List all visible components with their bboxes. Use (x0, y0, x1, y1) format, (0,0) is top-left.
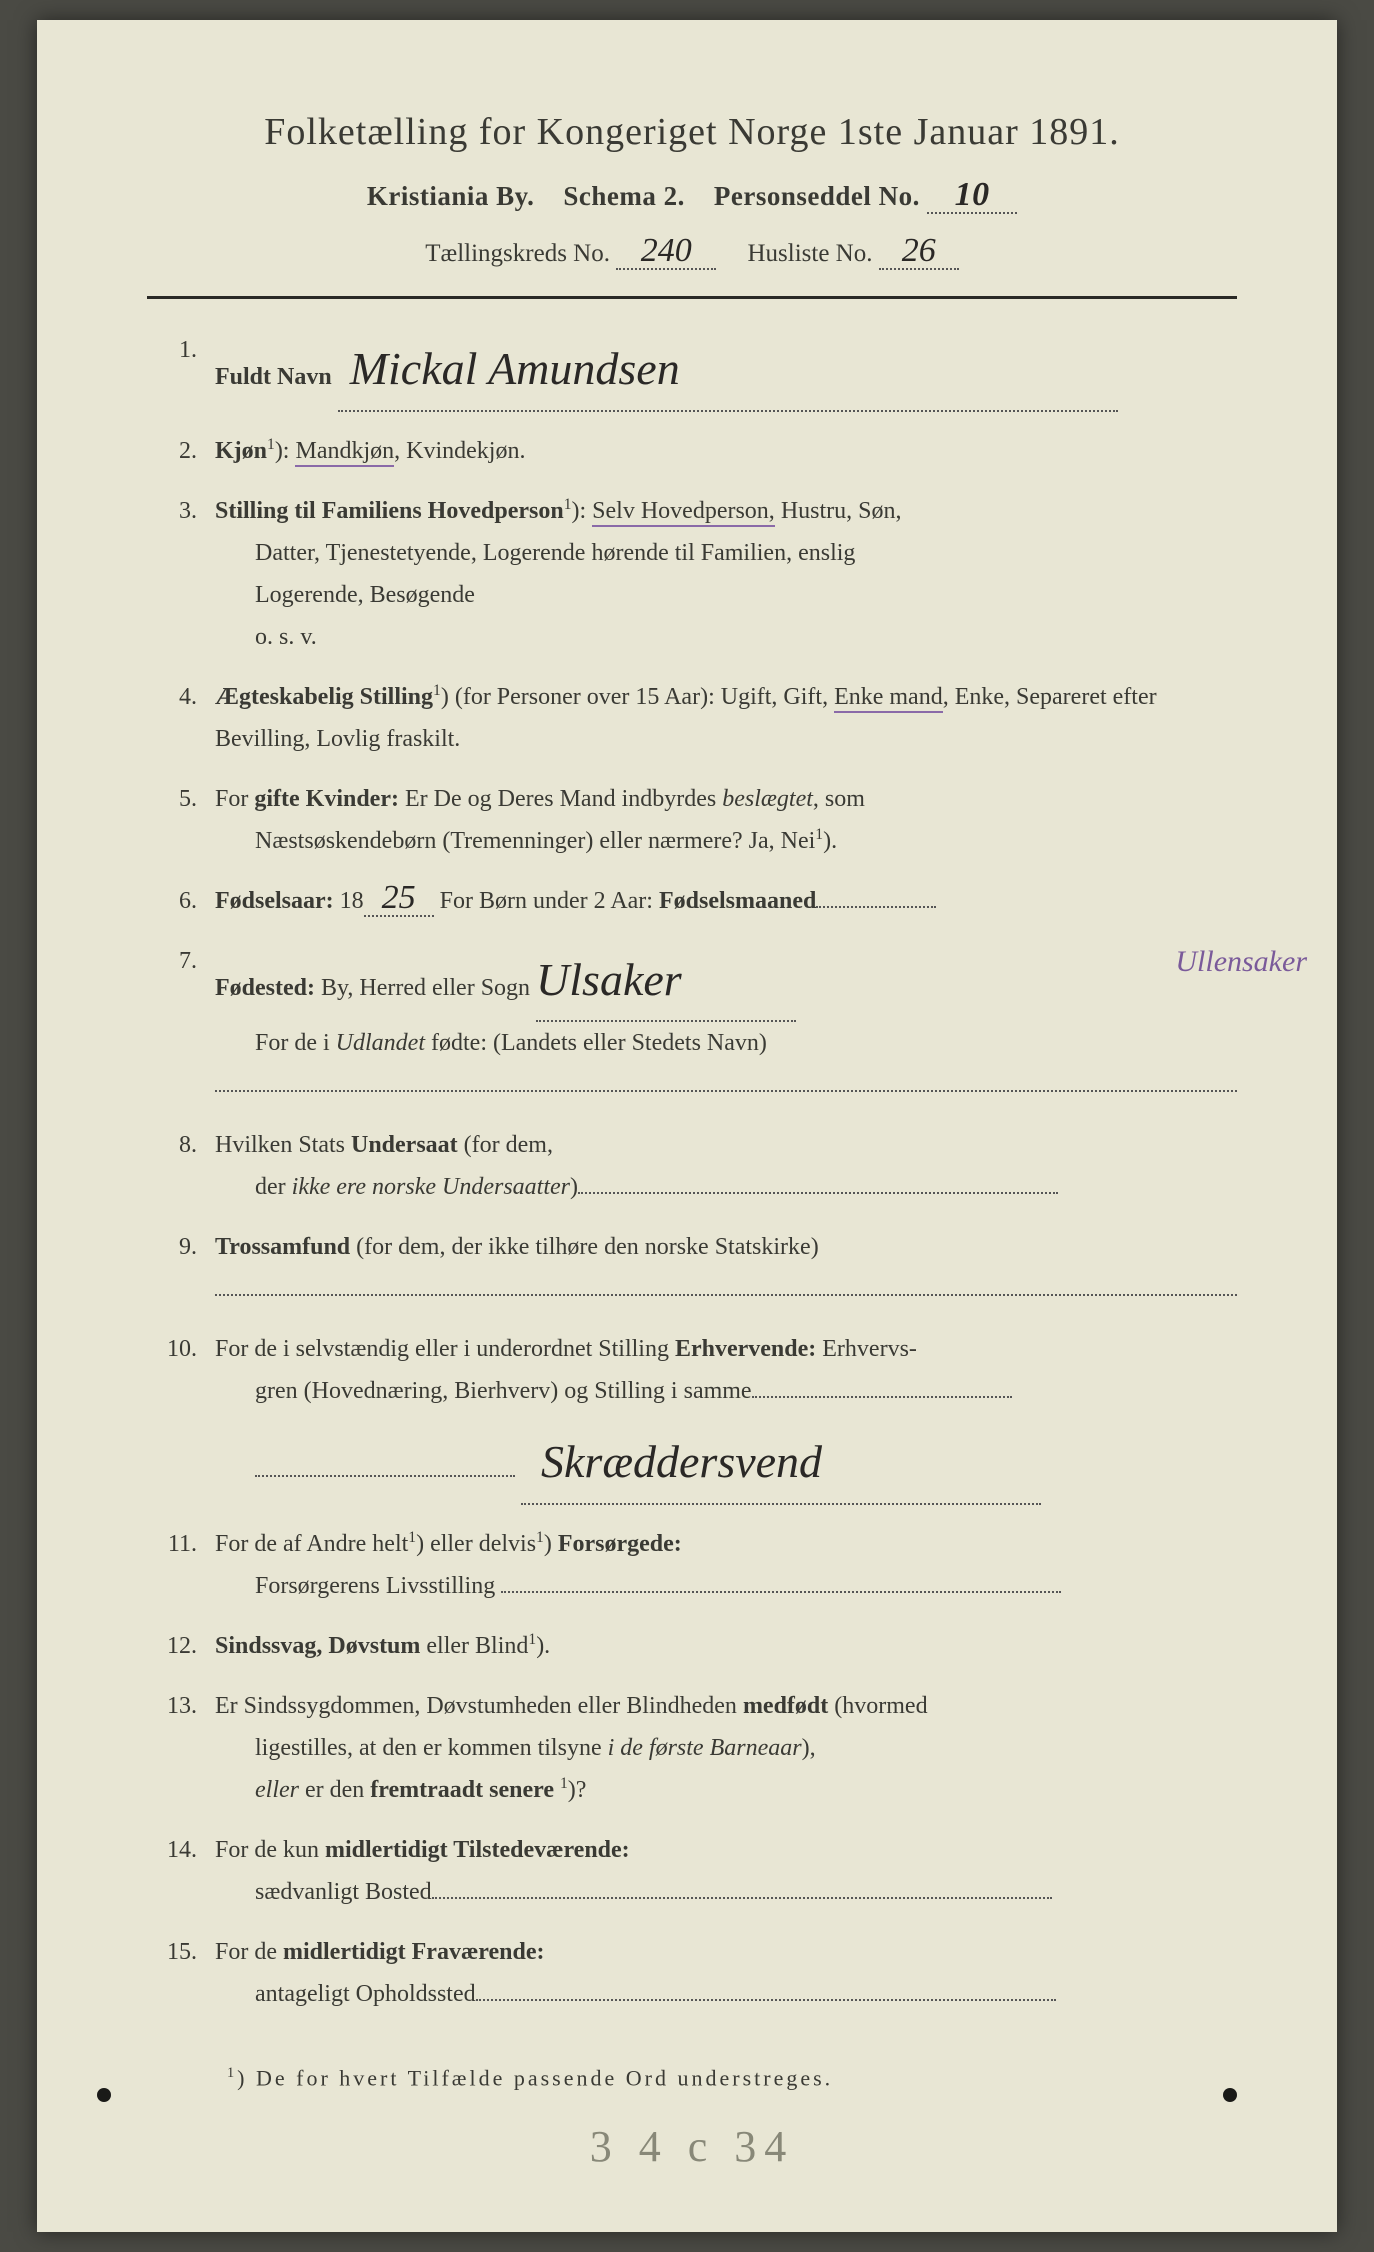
field-birthyear: 6. Fødselsaar: 1825 For Børn under 2 Aar… (155, 880, 1237, 922)
field-congenital: 13. Er Sindssygdommen, Døvstumheden elle… (155, 1685, 1237, 1811)
relation-line2: Datter, Tjenestetyende, Logerende hørend… (215, 532, 1237, 574)
sex-label: Kjøn (215, 438, 267, 464)
religion-label: Trossamfund (215, 1234, 350, 1260)
husliste-label: Husliste No. (747, 240, 872, 267)
field-num: 10. (155, 1328, 215, 1505)
birthplace-label: Fødested: (215, 975, 315, 1001)
field-num: 8. (155, 1124, 215, 1208)
field-num: 1. (155, 329, 215, 412)
city-label: Kristiania By. (367, 181, 535, 211)
sex-female: Kvindekjøn. (406, 438, 525, 464)
field-related: 5. For gifte Kvinder: Er De og Deres Man… (155, 778, 1237, 862)
birthyear-label: Fødselsaar: (215, 888, 334, 914)
field-num: 11. (155, 1523, 215, 1607)
field-num: 5. (155, 778, 215, 862)
field-temp-absent: 15. For de midlertidigt Fraværende: anta… (155, 1931, 1237, 2015)
schema-label: Schema 2. (563, 181, 685, 211)
tallingskreds-value: 240 (616, 234, 716, 270)
husliste-value: 26 (879, 234, 959, 270)
field-religion: 9. Trossamfund (for dem, der ikke tilhør… (155, 1226, 1237, 1310)
field-name: 1. Fuldt Navn Mickal Amundsen (155, 329, 1237, 412)
field-sex: 2. Kjøn1): Mandkjøn, Kvindekjøn. (155, 430, 1237, 472)
tallingskreds-label: Tællingskreds No. (425, 240, 610, 267)
ink-spot-icon (1223, 2088, 1237, 2102)
marital-selected: Enke mand (834, 684, 943, 713)
form-subtitle: Kristiania By. Schema 2. Personseddel No… (147, 178, 1237, 214)
field-num: 6. (155, 880, 215, 922)
form-title: Folketælling for Kongeriget Norge 1ste J… (147, 110, 1237, 154)
marital-label: Ægteskabelig Stilling (215, 684, 433, 710)
field-occupation: 10. For de i selvstændig eller i underor… (155, 1328, 1237, 1505)
field-num: 4. (155, 676, 215, 760)
field-marital: 4. Ægteskabelig Stilling1) (for Personer… (155, 676, 1237, 760)
field-num: 7. (155, 940, 215, 1107)
occupation-value: Skræddersvend (521, 1422, 1041, 1505)
name-value: Mickal Amundsen (338, 329, 1118, 412)
footnote-text: ) De for hvert Tilfælde passende Ord und… (237, 2065, 833, 2090)
field-temp-present: 14. For de kun midlertidigt Tilstedevære… (155, 1829, 1237, 1913)
field-num: 13. (155, 1685, 215, 1811)
birthplace-annotation: Ullensaker (1175, 936, 1307, 989)
census-form-page: Folketælling for Kongeriget Norge 1ste J… (37, 20, 1337, 2232)
field-num: 9. (155, 1226, 215, 1310)
field-relation: 3. Stilling til Familiens Hovedperson1):… (155, 490, 1237, 658)
field-disability: 12. Sindssvag, Døvstum eller Blind1). (155, 1625, 1237, 1667)
field-birthplace: 7. Fødested: By, Herred eller Sogn Ulsak… (155, 940, 1237, 1107)
ink-spot-icon (97, 2088, 111, 2102)
pencil-annotation: 3 4 c 34 (147, 2121, 1237, 2172)
relation-label: Stilling til Familiens Hovedperson (215, 498, 564, 524)
form-subline: Tællingskreds No. 240 Husliste No. 26 (147, 234, 1237, 270)
field-num: 15. (155, 1931, 215, 2015)
relation-line3: Logerende, Besøgende (215, 574, 1237, 616)
birthplace-value: Ulsaker (536, 940, 796, 1023)
field-num: 14. (155, 1829, 215, 1913)
personseddel-value: 10 (927, 178, 1017, 214)
field-subject: 8. Hvilken Stats Undersaat (for dem, der… (155, 1124, 1237, 1208)
footnote: 1) De for hvert Tilfælde passende Ord un… (147, 2065, 1237, 2091)
field-num: 12. (155, 1625, 215, 1667)
personseddel-label: Personseddel No. (714, 181, 920, 211)
field-num: 3. (155, 490, 215, 658)
field-supported: 11. For de af Andre helt1) eller delvis1… (155, 1523, 1237, 1607)
birthyear-value: 25 (364, 881, 434, 917)
sex-male: Mandkjøn (295, 438, 394, 467)
name-label: Fuldt Navn (215, 364, 332, 390)
header-divider (147, 296, 1237, 299)
form-header: Folketælling for Kongeriget Norge 1ste J… (147, 110, 1237, 270)
field-num: 2. (155, 430, 215, 472)
relation-line4: o. s. v. (215, 616, 1237, 658)
relation-selected: Selv Hovedperson, (592, 498, 775, 527)
form-fields: 1. Fuldt Navn Mickal Amundsen 2. Kjøn1):… (147, 329, 1237, 2015)
